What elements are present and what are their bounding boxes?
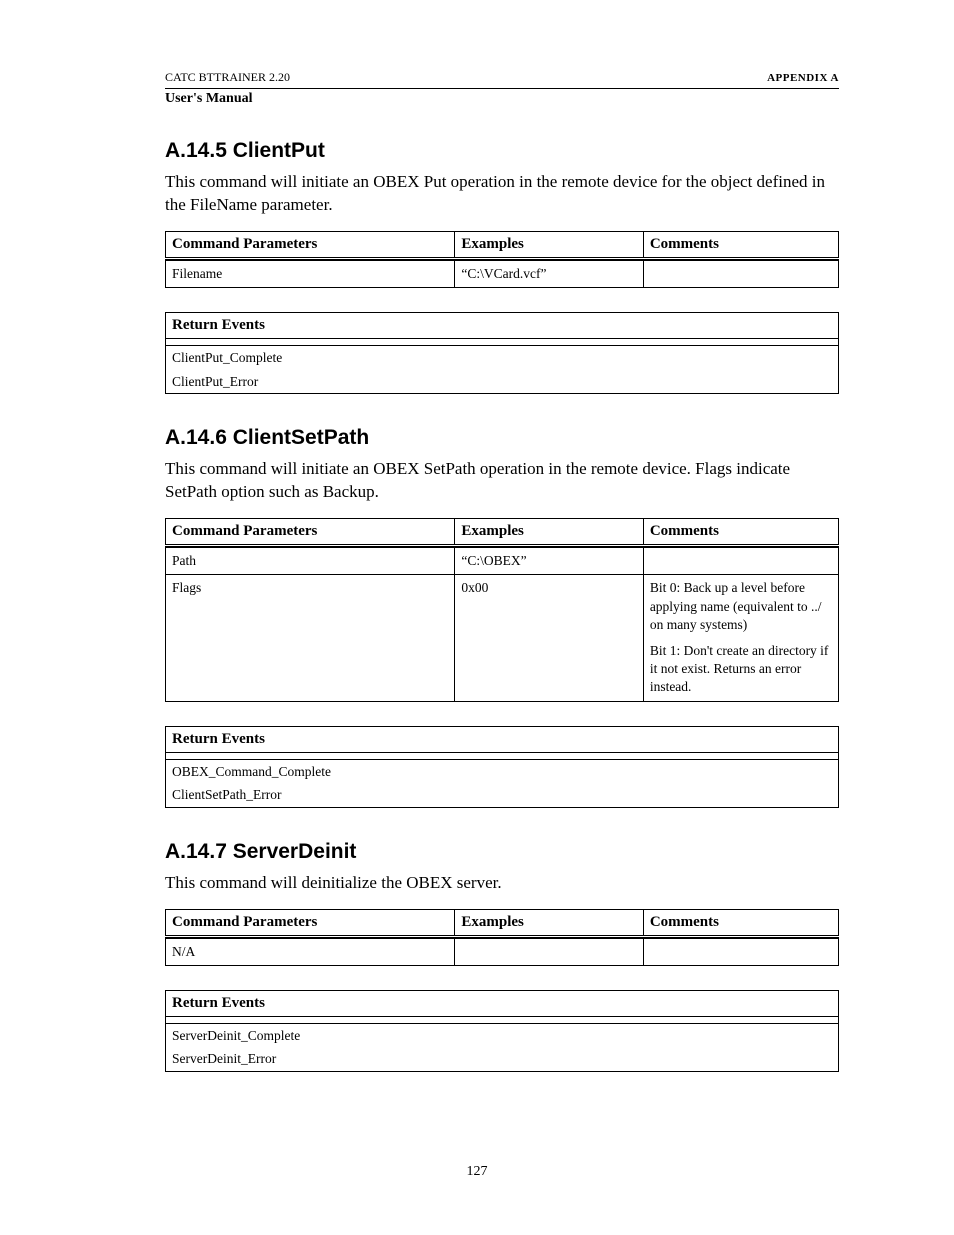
param-table-clientsetpath: Command Parameters Examples Comments Pat… <box>165 518 839 702</box>
col-header-return-events: Return Events <box>166 726 839 752</box>
table-row: Flags 0x00 Bit 0: Back up a level before… <box>166 575 839 701</box>
col-header-params: Command Parameters <box>166 909 455 936</box>
section-body-clientput: This command will initiate an OBEX Put o… <box>165 171 839 217</box>
table-row: ServerDeinit_Complete <box>166 1023 839 1047</box>
cell-comment <box>643 548 838 575</box>
cell-event: ClientPut_Complete <box>166 346 839 370</box>
cell-comment-line: Bit 1: Don't create an directory if it n… <box>650 642 832 697</box>
cell-comment <box>643 260 838 287</box>
col-header-examples: Examples <box>455 909 643 936</box>
cell-event: ServerDeinit_Error <box>166 1047 839 1071</box>
param-table-clientput: Command Parameters Examples Comments Fil… <box>165 231 839 288</box>
col-header-comments: Comments <box>643 519 838 546</box>
section-body-clientsetpath: This command will initiate an OBEX SetPa… <box>165 458 839 504</box>
section-heading-serverdeinit: A.14.7 ServerDeinit <box>165 840 839 864</box>
page: CATC BTTRAINER 2.20 APPENDIX A User's Ma… <box>0 0 954 1235</box>
cell-event: ClientPut_Error <box>166 370 839 394</box>
section-heading-clientsetpath: A.14.6 ClientSetPath <box>165 426 839 450</box>
cell-param: Path <box>166 548 455 575</box>
cell-comment <box>643 938 838 965</box>
cell-param: Filename <box>166 260 455 287</box>
section-body-serverdeinit: This command will deinitialize the OBEX … <box>165 872 839 895</box>
col-header-return-events: Return Events <box>166 990 839 1016</box>
col-header-comments: Comments <box>643 231 838 258</box>
table-row: Path “C:\OBEX” <box>166 548 839 575</box>
cell-comment: Bit 0: Back up a level before applying n… <box>643 575 838 701</box>
header-left: CATC BTTRAINER 2.20 <box>165 70 290 85</box>
return-events-table-clientput: Return Events ClientPut_Complete ClientP… <box>165 312 839 394</box>
header-subtitle: User's Manual <box>165 91 839 107</box>
table-row: Filename “C:\VCard.vcf” <box>166 260 839 287</box>
return-events-table-serverdeinit: Return Events ServerDeinit_Complete Serv… <box>165 990 839 1072</box>
cell-param: N/A <box>166 938 455 965</box>
header-rule <box>165 88 839 89</box>
col-header-params: Command Parameters <box>166 231 455 258</box>
return-events-table-clientsetpath: Return Events OBEX_Command_Complete Clie… <box>165 726 839 808</box>
cell-event: ServerDeinit_Complete <box>166 1023 839 1047</box>
col-header-examples: Examples <box>455 231 643 258</box>
cell-event: ClientSetPath_Error <box>166 783 839 807</box>
table-row: N/A <box>166 938 839 965</box>
table-row: ClientSetPath_Error <box>166 783 839 807</box>
page-number: 127 <box>0 1164 954 1180</box>
param-table-serverdeinit: Command Parameters Examples Comments N/A <box>165 909 839 966</box>
cell-example <box>455 938 643 965</box>
section-heading-clientput: A.14.5 ClientPut <box>165 139 839 163</box>
col-header-return-events: Return Events <box>166 313 839 339</box>
table-row: ServerDeinit_Error <box>166 1047 839 1071</box>
cell-param: Flags <box>166 575 455 701</box>
table-row: ClientPut_Error <box>166 370 839 394</box>
table-row: OBEX_Command_Complete <box>166 759 839 783</box>
page-header: CATC BTTRAINER 2.20 APPENDIX A <box>165 70 839 85</box>
cell-comment-line: Bit 0: Back up a level before applying n… <box>650 579 832 634</box>
header-right: APPENDIX A <box>767 72 839 84</box>
cell-example: “C:\VCard.vcf” <box>455 260 643 287</box>
col-header-comments: Comments <box>643 909 838 936</box>
col-header-examples: Examples <box>455 519 643 546</box>
cell-example: “C:\OBEX” <box>455 548 643 575</box>
cell-event: OBEX_Command_Complete <box>166 759 839 783</box>
col-header-params: Command Parameters <box>166 519 455 546</box>
cell-example: 0x00 <box>455 575 643 701</box>
table-row: ClientPut_Complete <box>166 346 839 370</box>
